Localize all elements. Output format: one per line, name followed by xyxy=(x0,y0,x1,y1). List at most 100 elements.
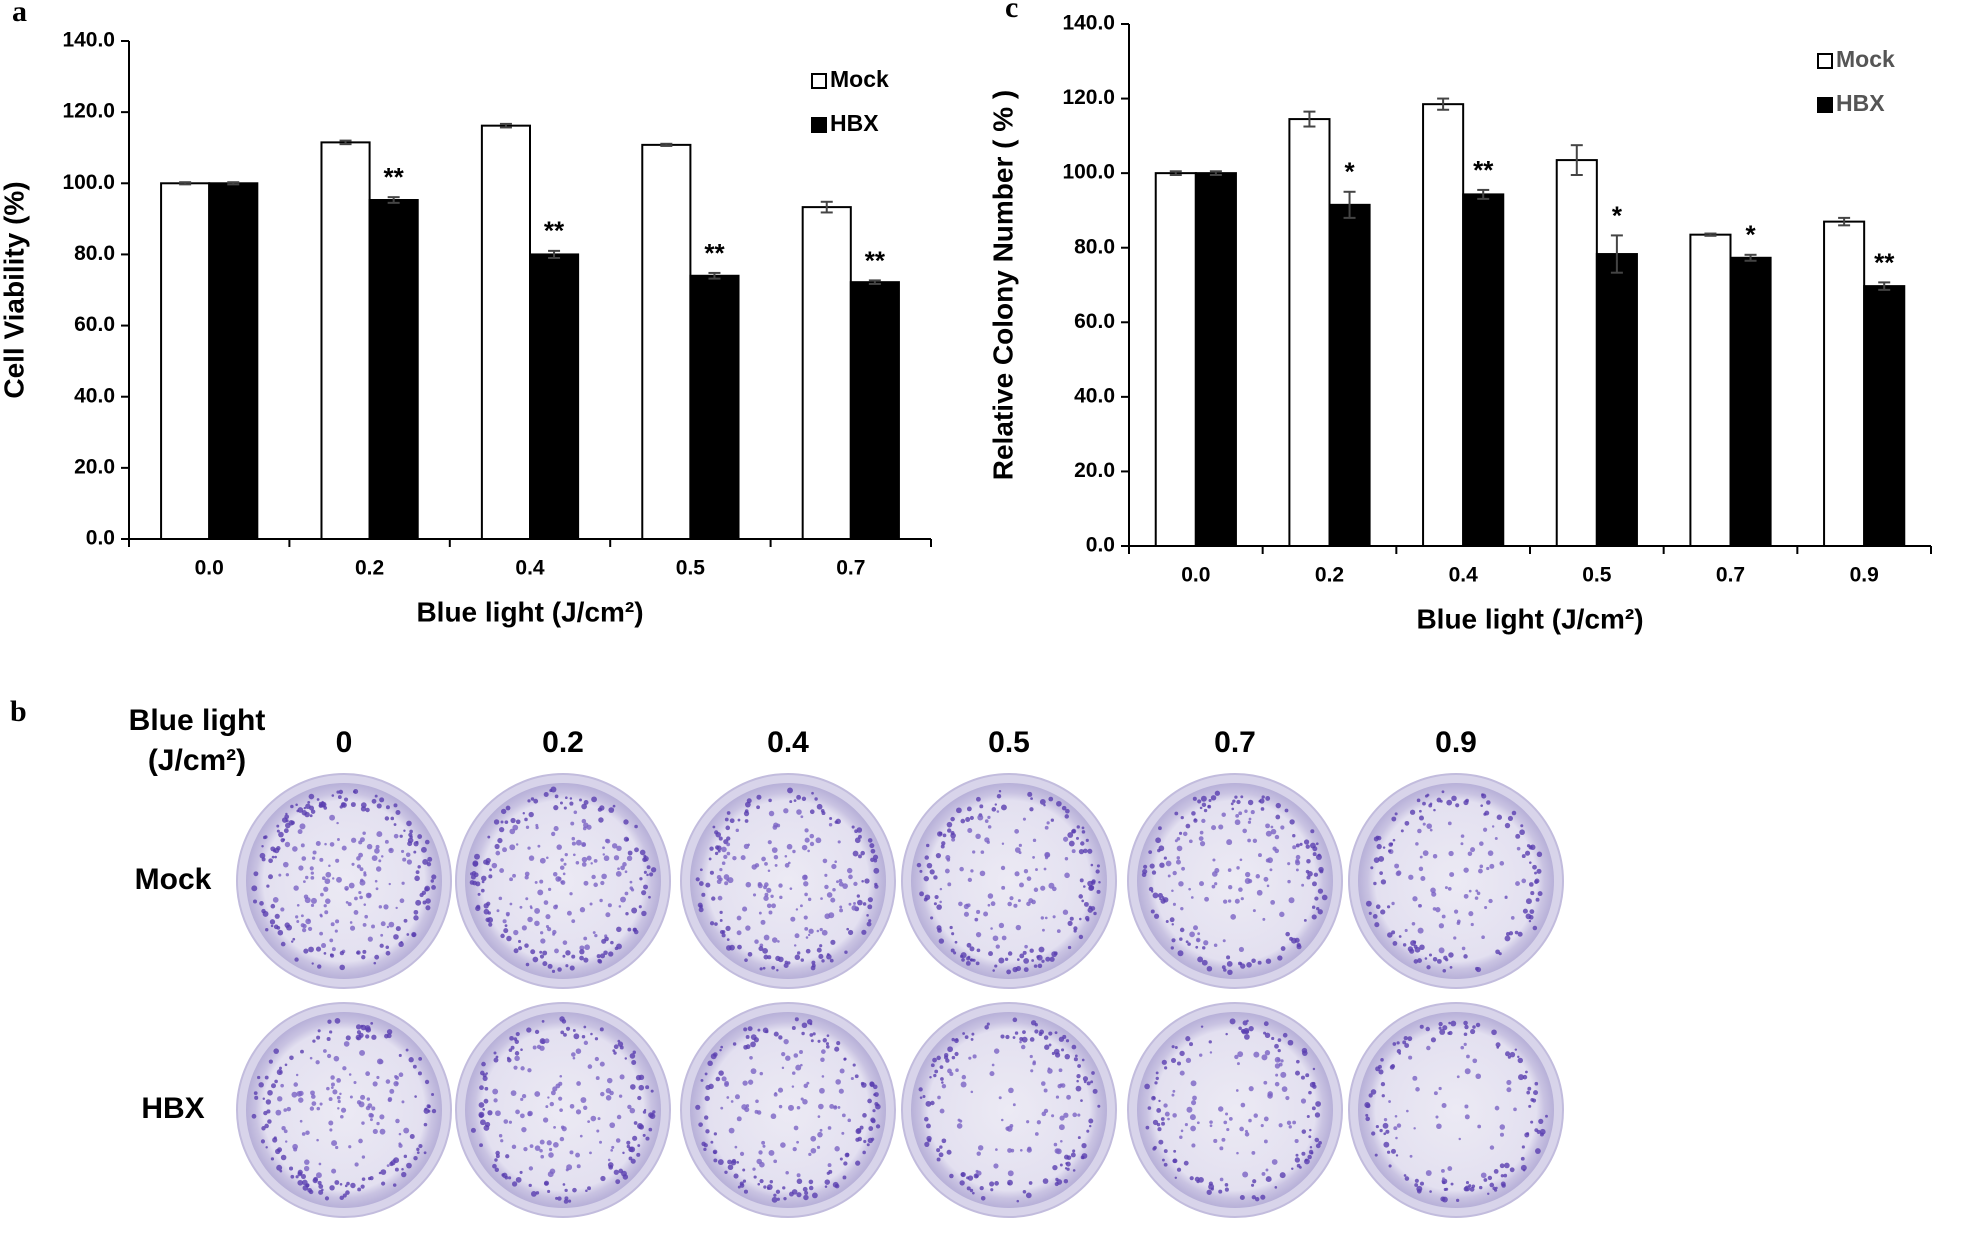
colony xyxy=(1061,1048,1065,1052)
colony xyxy=(1478,1185,1483,1190)
colony xyxy=(1251,958,1256,964)
colony xyxy=(393,1157,400,1164)
colony xyxy=(1443,1187,1447,1192)
colony xyxy=(839,1068,845,1074)
colony xyxy=(959,1180,965,1186)
colony xyxy=(1076,1073,1081,1079)
colony xyxy=(846,867,853,874)
colony xyxy=(1088,1118,1094,1124)
colony xyxy=(963,911,969,917)
colony xyxy=(1414,1183,1419,1187)
colony xyxy=(601,938,607,944)
colony xyxy=(726,1096,730,1099)
colony xyxy=(300,843,305,848)
colony xyxy=(1157,893,1163,899)
colony xyxy=(778,1035,783,1040)
colony xyxy=(1415,842,1419,846)
colony xyxy=(950,832,956,839)
colony xyxy=(1067,920,1073,926)
colony xyxy=(987,825,992,829)
colony xyxy=(1189,1114,1196,1121)
colony xyxy=(1372,914,1378,919)
colony xyxy=(600,1091,605,1097)
colony xyxy=(1012,1103,1016,1107)
colony xyxy=(1077,1113,1081,1117)
colony xyxy=(413,850,417,854)
colony xyxy=(1195,945,1199,949)
colony xyxy=(405,852,411,858)
colony xyxy=(401,1100,405,1104)
colony xyxy=(922,1094,926,1098)
colony xyxy=(367,936,373,942)
colony xyxy=(993,1048,1000,1054)
colony xyxy=(399,898,405,904)
colony xyxy=(966,942,972,948)
colony xyxy=(596,954,601,959)
colony xyxy=(608,1165,614,1170)
colony xyxy=(1198,836,1204,841)
colony xyxy=(1067,945,1072,950)
colony xyxy=(327,1019,332,1024)
colony xyxy=(1188,887,1191,891)
colony xyxy=(725,825,731,831)
colony xyxy=(736,1160,740,1164)
colony xyxy=(1044,825,1049,830)
colony xyxy=(761,1140,766,1145)
colony xyxy=(535,1191,540,1195)
colony xyxy=(1155,837,1162,844)
colony xyxy=(1242,1171,1249,1178)
colony xyxy=(309,1106,315,1111)
colony xyxy=(500,808,507,815)
colony xyxy=(258,1082,264,1088)
colony xyxy=(1226,1127,1230,1132)
colony xyxy=(1154,1081,1158,1085)
colony xyxy=(1493,1169,1499,1174)
colony xyxy=(1038,946,1045,953)
colony xyxy=(1015,924,1022,931)
colony xyxy=(827,1126,832,1130)
error-bar xyxy=(227,181,240,186)
colony xyxy=(1503,1173,1508,1178)
colony xyxy=(332,877,335,880)
colony xyxy=(773,1031,779,1037)
colony xyxy=(648,1127,653,1132)
colony xyxy=(988,951,993,957)
colony xyxy=(1378,1064,1382,1069)
colony xyxy=(742,1168,746,1172)
colony xyxy=(992,935,999,942)
colony xyxy=(734,1145,738,1149)
colony xyxy=(1412,896,1418,902)
colony xyxy=(739,1151,745,1156)
colony xyxy=(817,1115,821,1118)
colony xyxy=(977,814,984,821)
colony xyxy=(581,803,587,810)
colony xyxy=(350,802,356,808)
colony xyxy=(1365,900,1372,907)
colony xyxy=(762,948,768,954)
colony xyxy=(1474,896,1479,900)
colony xyxy=(380,933,384,937)
colony xyxy=(1296,942,1301,948)
colony xyxy=(1218,1106,1224,1112)
colony xyxy=(652,1110,656,1114)
colony xyxy=(567,1199,572,1203)
colony xyxy=(559,1136,565,1142)
colony xyxy=(1199,1053,1203,1057)
colony xyxy=(1464,1068,1471,1075)
colony xyxy=(1076,1079,1079,1083)
colony xyxy=(1064,814,1069,819)
colony xyxy=(821,1049,826,1054)
colony xyxy=(1096,889,1101,894)
colony xyxy=(807,897,812,902)
colony xyxy=(480,888,485,893)
colony xyxy=(407,841,413,847)
colony xyxy=(716,845,722,851)
colony xyxy=(1470,1029,1476,1035)
colony xyxy=(1004,957,1009,961)
colony xyxy=(1183,1160,1189,1166)
colony xyxy=(535,825,539,830)
colony xyxy=(481,1061,486,1067)
colony xyxy=(1057,1084,1062,1089)
colony xyxy=(698,1122,703,1127)
colony xyxy=(1263,1116,1269,1122)
